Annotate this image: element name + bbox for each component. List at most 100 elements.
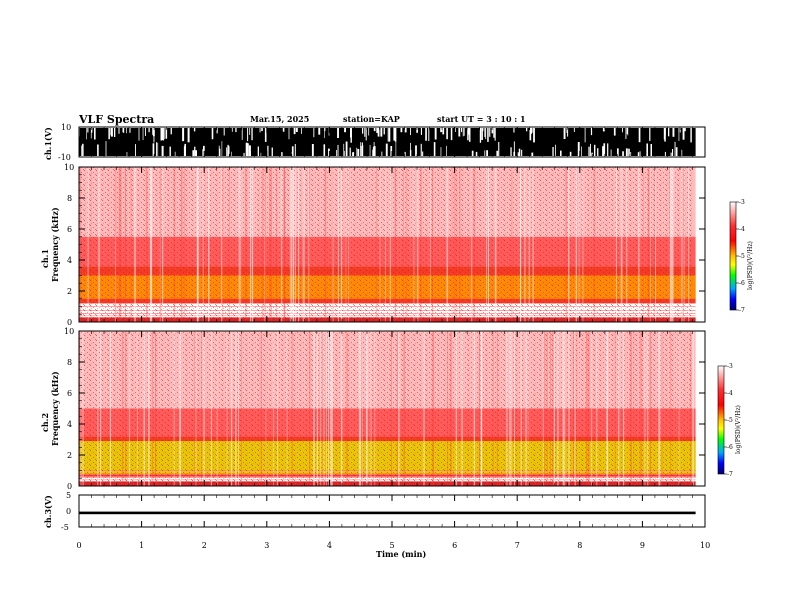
ch1-waveform-gap (428, 128, 430, 142)
spectrogram-streak (557, 331, 558, 486)
ch1-waveform-gap (446, 145, 447, 156)
spectrogram-streak (394, 167, 396, 322)
ch1-waveform-gap (469, 128, 471, 142)
ch1-waveform-gap (581, 146, 582, 156)
ch1-waveform-gap (529, 128, 532, 141)
ch1-waveform-gap (337, 144, 339, 156)
colorbar-tick-label: -3 (739, 199, 745, 206)
ch1-waveform-gap (486, 150, 488, 156)
ch1-waveform-gap (381, 151, 383, 156)
ch3-ytick-bottom: -5 (61, 523, 69, 532)
spectrogram-streak (391, 331, 392, 486)
ch1-waveform-gap (622, 151, 624, 156)
spectrogram-streak (221, 167, 223, 322)
time-axis-tick-label: 9 (640, 541, 645, 550)
spectrogram-streak (520, 167, 521, 322)
ch1-waveform-gap (138, 128, 140, 141)
ch1-waveform-gap (603, 143, 606, 156)
spectrogram-streak (578, 167, 580, 322)
spectrogram-streak (524, 167, 526, 322)
spectrogram-streak (647, 167, 650, 322)
spectrogram-streak (659, 331, 661, 486)
spectrogram-ytick-label: 8 (67, 194, 72, 203)
spectrogram-ytick-label: 2 (67, 451, 72, 460)
spectrogram-streak (574, 331, 576, 486)
ch1-waveform-gap (446, 128, 448, 140)
ch1-waveform-gap (682, 128, 685, 140)
spectrogram-streak (455, 167, 457, 322)
ch1-waveform-gap (343, 151, 345, 156)
spectrogram-streak (260, 331, 262, 486)
colorbar-tick-label: -6 (739, 280, 745, 287)
ch1-waveform-gap (323, 144, 326, 156)
ch1-waveform-gap (415, 145, 417, 156)
time-axis-tick-label: 3 (264, 541, 269, 550)
spectrogram-streak (298, 167, 300, 322)
spectrogram-streak (283, 167, 285, 322)
spectrogram-streak (276, 331, 278, 486)
spectrogram-streak (222, 167, 224, 322)
spectrogram-streak (417, 167, 419, 322)
ch1-waveform-gap (259, 128, 261, 133)
spectrogram-streak (420, 167, 422, 322)
ch1-waveform-gap (295, 128, 298, 132)
ch1-waveform-gap (395, 141, 397, 156)
ch1-waveform-gap (377, 128, 380, 137)
ch1-waveform-gap (211, 128, 214, 140)
colorbar-tick-label: -7 (727, 471, 733, 478)
ch1-waveform-gap (602, 128, 605, 132)
ch1-waveform-gap (475, 151, 478, 156)
spectrogram-streak (615, 167, 617, 322)
spectrogram-streak (235, 331, 237, 486)
colorbar-tick-label: -7 (739, 307, 745, 314)
time-axis-tick-label: 5 (390, 541, 395, 550)
spectrogram-streak (358, 331, 361, 486)
spectrogram-streak (606, 331, 608, 486)
ch1-waveform-gap (313, 128, 315, 138)
spectrogram-streak (269, 167, 271, 322)
ch1-waveform-gap (590, 128, 593, 136)
spectrogram-streak (429, 167, 431, 322)
spectrogram-streak (196, 167, 198, 322)
ch1-waveform-gap (467, 128, 470, 135)
ch1-waveform-gap (664, 128, 666, 135)
spectrogram-streak (639, 331, 641, 486)
spectrogram-streak (552, 331, 554, 486)
spectrogram-streak (626, 167, 628, 322)
ch1-waveform-gap (343, 143, 345, 156)
ch1-waveform-gap (293, 128, 296, 135)
ch1-waveform-gap (481, 128, 483, 140)
ch1-waveform-gap (235, 128, 237, 133)
spectrogram-streak (376, 167, 377, 322)
ch1-waveform-gap (590, 143, 591, 156)
spectrogram-streak (198, 167, 199, 322)
spectrogram-streak (148, 331, 150, 486)
spectrogram-streak (281, 167, 282, 322)
spectrogram-streak (231, 331, 233, 486)
ch1-waveform-gap (142, 128, 144, 141)
ch1-waveform-gap (318, 128, 321, 135)
ch2-colorbar-label: log(PSD)(V²/Hz) (735, 405, 742, 454)
spectrogram-streak (576, 167, 577, 322)
ch1-waveform-gap (613, 128, 616, 136)
spectrogram-streak (446, 167, 448, 322)
ch1-waveform-panel: 10 -10 ch.1(V) (43, 123, 706, 162)
ch1-waveform-gap (597, 148, 599, 156)
spectrogram-streak (649, 331, 651, 486)
ch1-waveform-gap (531, 152, 534, 156)
ch1-waveform-gap (672, 149, 674, 156)
ch2-spectrogram-ylabel-frequency: Frequency (kHz) (50, 371, 60, 446)
spectrogram-streak (588, 331, 590, 486)
spectrogram-streak (459, 167, 461, 322)
ch1-waveform-gap (163, 128, 165, 140)
spectrogram-streak (480, 331, 482, 486)
ch3-waveform-panel: 5 0 -5 ch.3(V) (43, 491, 706, 532)
ch1-waveform-gap (257, 146, 259, 156)
spectrogram-ytick-label: 6 (67, 389, 72, 398)
station-label: station=KAP (343, 114, 400, 124)
spectrogram-streak (122, 331, 124, 486)
ch1-waveform-gap (192, 150, 194, 156)
time-axis-tick-label: 6 (452, 541, 457, 550)
ch1-waveform-gap (521, 149, 523, 156)
spectrogram-streak (332, 167, 334, 322)
